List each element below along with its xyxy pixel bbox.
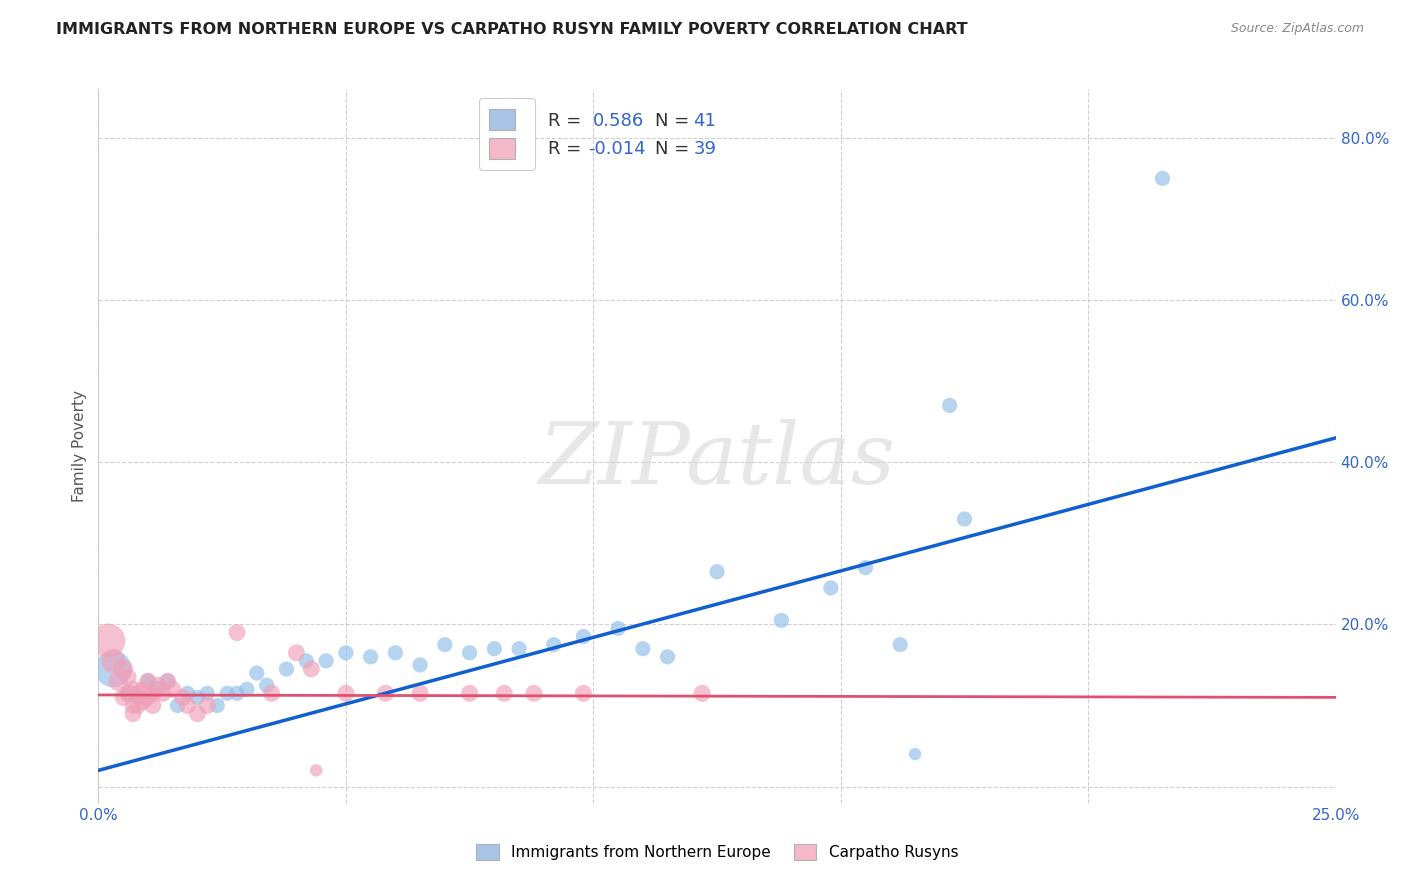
Text: N =: N = xyxy=(655,112,695,130)
Point xyxy=(256,678,278,692)
Point xyxy=(607,622,630,636)
Point xyxy=(146,682,169,697)
Point xyxy=(285,646,308,660)
Point xyxy=(276,662,298,676)
Point xyxy=(458,646,481,660)
Point xyxy=(335,646,357,660)
Point xyxy=(374,686,396,700)
Point xyxy=(299,662,322,676)
Text: -0.014: -0.014 xyxy=(588,140,645,158)
Point xyxy=(117,670,139,684)
Text: 41: 41 xyxy=(693,112,717,130)
Point xyxy=(305,764,328,778)
Point xyxy=(690,686,713,700)
Point xyxy=(938,399,960,413)
Point xyxy=(132,694,155,708)
Point xyxy=(172,690,194,705)
Point xyxy=(186,706,208,721)
Point xyxy=(335,686,357,700)
Text: R =: R = xyxy=(547,112,586,130)
Point xyxy=(152,686,174,700)
Point xyxy=(360,649,382,664)
Legend: Immigrants from Northern Europe, Carpatho Rusyns: Immigrants from Northern Europe, Carpath… xyxy=(470,838,965,866)
Point xyxy=(953,512,976,526)
Point xyxy=(122,706,145,721)
Point xyxy=(657,649,679,664)
Point xyxy=(770,613,793,627)
Point xyxy=(205,698,228,713)
Point xyxy=(195,686,218,700)
Point xyxy=(226,686,249,700)
Text: R =: R = xyxy=(547,140,586,158)
Point xyxy=(458,686,481,700)
Point xyxy=(195,698,218,713)
Point xyxy=(572,630,595,644)
Text: Source: ZipAtlas.com: Source: ZipAtlas.com xyxy=(1230,22,1364,36)
Point xyxy=(117,686,139,700)
Point xyxy=(236,682,259,697)
Point xyxy=(543,638,565,652)
Point xyxy=(295,654,318,668)
Point xyxy=(315,654,337,668)
Point xyxy=(136,674,159,689)
Point xyxy=(166,698,188,713)
Point xyxy=(112,690,135,705)
Y-axis label: Family Poverty: Family Poverty xyxy=(72,390,87,502)
Point xyxy=(162,682,184,697)
Point xyxy=(706,565,728,579)
Point xyxy=(127,698,149,713)
Point xyxy=(246,666,269,681)
Point xyxy=(433,638,456,652)
Point xyxy=(103,662,125,676)
Point xyxy=(409,686,432,700)
Point xyxy=(107,674,129,689)
Point xyxy=(494,686,516,700)
Point xyxy=(572,686,595,700)
Point xyxy=(176,698,198,713)
Text: N =: N = xyxy=(655,140,695,158)
Point xyxy=(142,698,165,713)
Point xyxy=(409,657,432,672)
Point xyxy=(122,682,145,697)
Point xyxy=(156,674,179,689)
Point xyxy=(117,686,139,700)
Point xyxy=(904,747,927,761)
Point xyxy=(127,690,149,705)
Text: 39: 39 xyxy=(693,140,717,158)
Point xyxy=(97,633,120,648)
Point xyxy=(112,662,135,676)
Text: IMMIGRANTS FROM NORTHERN EUROPE VS CARPATHO RUSYN FAMILY POVERTY CORRELATION CHA: IMMIGRANTS FROM NORTHERN EUROPE VS CARPA… xyxy=(56,22,967,37)
Point xyxy=(384,646,406,660)
Point xyxy=(855,560,877,574)
Point xyxy=(103,654,125,668)
Text: ZIPatlas: ZIPatlas xyxy=(538,419,896,501)
Point xyxy=(146,678,169,692)
Point xyxy=(226,625,249,640)
Point xyxy=(132,682,155,697)
Point xyxy=(508,641,530,656)
Point xyxy=(260,686,283,700)
Point xyxy=(122,698,145,713)
Text: 0.586: 0.586 xyxy=(593,112,644,130)
Point xyxy=(156,674,179,689)
Point xyxy=(820,581,842,595)
Point xyxy=(136,690,159,705)
Point xyxy=(142,686,165,700)
Point xyxy=(523,686,546,700)
Point xyxy=(1152,171,1174,186)
Point xyxy=(136,674,159,689)
Point xyxy=(631,641,654,656)
Point xyxy=(127,686,149,700)
Point xyxy=(176,686,198,700)
Point xyxy=(484,641,506,656)
Point xyxy=(217,686,239,700)
Point xyxy=(889,638,911,652)
Point xyxy=(186,690,208,705)
